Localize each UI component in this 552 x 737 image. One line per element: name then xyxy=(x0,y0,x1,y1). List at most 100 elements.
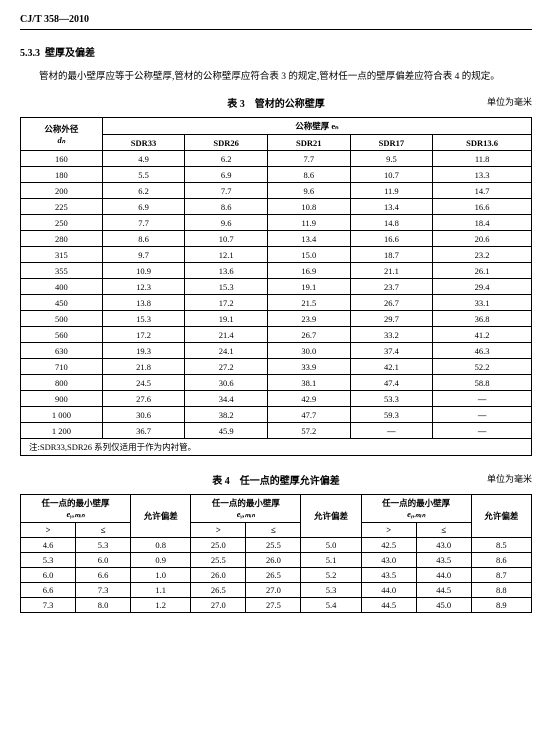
value-cell: 25.0 xyxy=(191,538,246,553)
value-cell: 13.4 xyxy=(267,231,350,247)
table3: 公称外径 dₙ 公称壁厚 eₙ SDR33SDR26SDR21SDR17SDR1… xyxy=(20,117,532,456)
value-cell: 5.3 xyxy=(21,553,76,568)
value-cell: 8.7 xyxy=(471,568,531,583)
dn-cell: 250 xyxy=(21,215,103,231)
value-cell: 15.3 xyxy=(185,279,268,295)
value-cell: 10.9 xyxy=(102,263,185,279)
value-cell: — xyxy=(433,423,532,439)
value-cell: 30.0 xyxy=(267,343,350,359)
value-cell: 17.2 xyxy=(185,295,268,311)
value-cell: 37.4 xyxy=(350,343,433,359)
gt-symbol: > xyxy=(21,523,76,538)
value-cell: 45.0 xyxy=(416,598,471,613)
value-cell: 6.0 xyxy=(76,553,131,568)
table4-header-thickness: 任一点的最小壁厚eᵧ,ₘᵢₙ xyxy=(21,495,131,523)
dn-cell: 710 xyxy=(21,359,103,375)
value-cell: 9.7 xyxy=(102,247,185,263)
value-cell: 38.2 xyxy=(185,407,268,423)
doc-number: CJ/T 358—2010 xyxy=(20,14,532,25)
value-cell: 43.5 xyxy=(416,553,471,568)
value-cell: 20.6 xyxy=(433,231,532,247)
table-row: 56017.221.426.733.241.2 xyxy=(21,327,532,343)
value-cell: 6.2 xyxy=(185,151,268,167)
value-cell: 42.1 xyxy=(350,359,433,375)
value-cell: 6.9 xyxy=(185,167,268,183)
value-cell: 8.0 xyxy=(76,598,131,613)
value-cell: 23.7 xyxy=(350,279,433,295)
value-cell: 27.0 xyxy=(191,598,246,613)
value-cell: 57.2 xyxy=(267,423,350,439)
table3-unit: 单位为毫米 xyxy=(487,95,532,108)
value-cell: 21.1 xyxy=(350,263,433,279)
dn-cell: 160 xyxy=(21,151,103,167)
value-cell: 19.3 xyxy=(102,343,185,359)
value-cell: 6.2 xyxy=(102,183,185,199)
gt-symbol: > xyxy=(361,523,416,538)
dn-cell: 355 xyxy=(21,263,103,279)
dn-cell: 200 xyxy=(21,183,103,199)
value-cell: 6.6 xyxy=(76,568,131,583)
value-cell: 7.7 xyxy=(267,151,350,167)
value-cell: 6.0 xyxy=(21,568,76,583)
table-row: 2507.79.611.914.818.4 xyxy=(21,215,532,231)
value-cell: 8.6 xyxy=(185,199,268,215)
dn-cell: 225 xyxy=(21,199,103,215)
table3-sdr-header: SDR13.6 xyxy=(433,135,532,151)
value-cell: 6.9 xyxy=(102,199,185,215)
value-cell: 7.3 xyxy=(21,598,76,613)
value-cell: 33.2 xyxy=(350,327,433,343)
section-title: 壁厚及偏差 xyxy=(45,48,95,59)
table-row: 3159.712.115.018.723.2 xyxy=(21,247,532,263)
value-cell: 14.7 xyxy=(433,183,532,199)
value-cell: 1.0 xyxy=(131,568,191,583)
value-cell: 52.2 xyxy=(433,359,532,375)
value-cell: 25.5 xyxy=(191,553,246,568)
dn-cell: 450 xyxy=(21,295,103,311)
dn-cell: 400 xyxy=(21,279,103,295)
value-cell: 8.6 xyxy=(471,553,531,568)
value-cell: 7.7 xyxy=(102,215,185,231)
value-cell: 38.1 xyxy=(267,375,350,391)
value-cell: 21.4 xyxy=(185,327,268,343)
value-cell: 5.4 xyxy=(301,598,361,613)
header-dn-text: 公称外径 xyxy=(44,124,78,134)
value-cell: 30.6 xyxy=(185,375,268,391)
table-row: 2256.98.610.813.416.6 xyxy=(21,199,532,215)
value-cell: 44.0 xyxy=(361,583,416,598)
value-cell: 26.0 xyxy=(246,553,301,568)
value-cell: 16.9 xyxy=(267,263,350,279)
table-row: 35510.913.616.921.126.1 xyxy=(21,263,532,279)
value-cell: 23.2 xyxy=(433,247,532,263)
value-cell: 46.3 xyxy=(433,343,532,359)
le-symbol: ≤ xyxy=(416,523,471,538)
table-row: 6.67.31.126.527.05.344.044.58.8 xyxy=(21,583,532,598)
value-cell: 13.3 xyxy=(433,167,532,183)
value-cell: 10.7 xyxy=(185,231,268,247)
table-row: 71021.827.233.942.152.2 xyxy=(21,359,532,375)
table-row: 7.38.01.227.027.55.444.545.08.9 xyxy=(21,598,532,613)
value-cell: 59.3 xyxy=(350,407,433,423)
gt-symbol: > xyxy=(191,523,246,538)
value-cell: 24.5 xyxy=(102,375,185,391)
value-cell: 16.6 xyxy=(350,231,433,247)
value-cell: 18.7 xyxy=(350,247,433,263)
value-cell: 6.6 xyxy=(21,583,76,598)
value-cell: 7.7 xyxy=(185,183,268,199)
value-cell: 16.6 xyxy=(433,199,532,215)
value-cell: 15.3 xyxy=(102,311,185,327)
value-cell: 13.6 xyxy=(185,263,268,279)
value-cell: 27.6 xyxy=(102,391,185,407)
value-cell: 9.6 xyxy=(267,183,350,199)
value-cell: 9.6 xyxy=(185,215,268,231)
value-cell: 18.4 xyxy=(433,215,532,231)
value-cell: 17.2 xyxy=(102,327,185,343)
value-cell: 42.5 xyxy=(361,538,416,553)
value-cell: 36.7 xyxy=(102,423,185,439)
value-cell: 26.5 xyxy=(191,583,246,598)
section-number: 5.3.3 xyxy=(20,48,40,59)
dn-cell: 500 xyxy=(21,311,103,327)
value-cell: 1.2 xyxy=(131,598,191,613)
table-row: 2808.610.713.416.620.6 xyxy=(21,231,532,247)
value-cell: 47.4 xyxy=(350,375,433,391)
table-row: 63019.324.130.037.446.3 xyxy=(21,343,532,359)
